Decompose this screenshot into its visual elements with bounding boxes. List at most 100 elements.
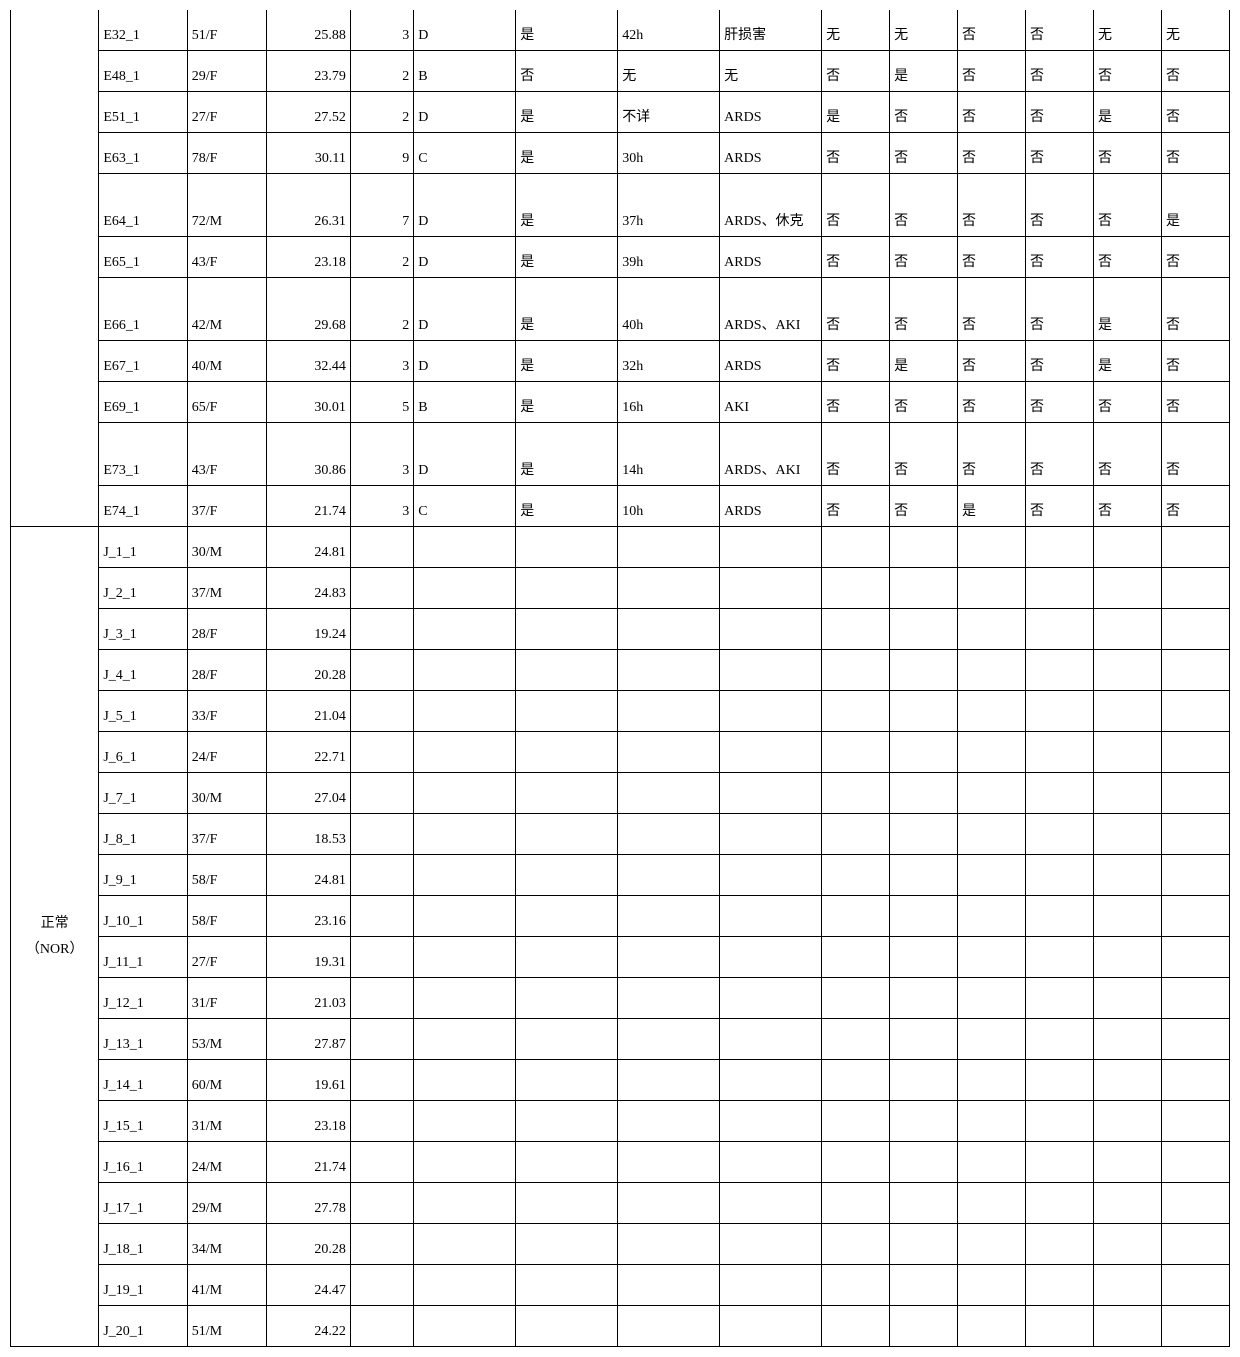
cell: 否 xyxy=(822,133,890,174)
cell xyxy=(414,978,516,1019)
cell xyxy=(720,1019,822,1060)
cell xyxy=(1161,937,1229,978)
cell xyxy=(1093,896,1161,937)
table-row: J_16_124/M21.74 xyxy=(11,1142,1230,1183)
cell: D xyxy=(414,278,516,341)
table-row: E69_165/F30.015B是16hAKI否否否否否否 xyxy=(11,382,1230,423)
cell xyxy=(1093,937,1161,978)
cell: 30/M xyxy=(187,527,266,568)
cell: 27/F xyxy=(187,937,266,978)
cell: 否 xyxy=(958,237,1026,278)
cell xyxy=(350,814,413,855)
cell: 否 xyxy=(1161,237,1229,278)
cell: 29.68 xyxy=(267,278,351,341)
cell: 是 xyxy=(516,133,618,174)
cell: 72/M xyxy=(187,174,266,237)
cell: 否 xyxy=(890,382,958,423)
cell: 24.83 xyxy=(267,568,351,609)
cell xyxy=(958,650,1026,691)
cell xyxy=(720,773,822,814)
cell: 否 xyxy=(1161,92,1229,133)
table-row: E63_178/F30.119C是30hARDS否否否否否否 xyxy=(11,133,1230,174)
cell xyxy=(516,773,618,814)
cell xyxy=(822,896,890,937)
table-row: E48_129/F23.792B否无无否是否否否否 xyxy=(11,51,1230,92)
cell: 否 xyxy=(958,92,1026,133)
cell: 10h xyxy=(618,486,720,527)
cell xyxy=(720,609,822,650)
cell xyxy=(618,1019,720,1060)
cell: D xyxy=(414,10,516,51)
cell xyxy=(516,1101,618,1142)
cell: J_8_1 xyxy=(99,814,187,855)
table-row: J_2_137/M24.83 xyxy=(11,568,1230,609)
cell xyxy=(1093,1060,1161,1101)
cell xyxy=(720,568,822,609)
cell: 否 xyxy=(890,423,958,486)
cell xyxy=(890,814,958,855)
cell: ARDS xyxy=(720,341,822,382)
cell xyxy=(1026,527,1094,568)
cell xyxy=(890,1060,958,1101)
table-row: E66_142/M29.682D是40hARDS、AKI否否否否是否 xyxy=(11,278,1230,341)
cell: 58/F xyxy=(187,855,266,896)
cell: 是 xyxy=(822,92,890,133)
cell xyxy=(1161,691,1229,732)
cell: 否 xyxy=(822,486,890,527)
cell: 9 xyxy=(350,133,413,174)
cell xyxy=(1093,1265,1161,1306)
cell: 否 xyxy=(1161,341,1229,382)
cell: 21.03 xyxy=(267,978,351,1019)
cell xyxy=(890,896,958,937)
cell xyxy=(618,527,720,568)
cell: 31/M xyxy=(187,1101,266,1142)
cell xyxy=(516,691,618,732)
data-table: E32_151/F25.883D是42h肝损害无无否否无无E48_129/F23… xyxy=(10,10,1230,1347)
cell: 否 xyxy=(822,423,890,486)
cell xyxy=(1026,1019,1094,1060)
cell: 18.53 xyxy=(267,814,351,855)
cell: 65/F xyxy=(187,382,266,423)
cell xyxy=(414,650,516,691)
cell xyxy=(822,1224,890,1265)
cell xyxy=(618,773,720,814)
cell xyxy=(1026,1142,1094,1183)
cell: 是 xyxy=(516,92,618,133)
cell xyxy=(890,937,958,978)
cell xyxy=(1093,1183,1161,1224)
cell xyxy=(822,1019,890,1060)
cell: 否 xyxy=(958,382,1026,423)
cell xyxy=(350,1183,413,1224)
cell xyxy=(414,568,516,609)
cell xyxy=(350,855,413,896)
cell xyxy=(720,937,822,978)
cell xyxy=(822,568,890,609)
table-row: J_18_134/M20.28 xyxy=(11,1224,1230,1265)
cell: J_4_1 xyxy=(99,650,187,691)
cell: E73_1 xyxy=(99,423,187,486)
cell: C xyxy=(414,133,516,174)
cell: J_13_1 xyxy=(99,1019,187,1060)
table-row: J_11_127/F19.31 xyxy=(11,937,1230,978)
table-row: J_14_160/M19.61 xyxy=(11,1060,1230,1101)
cell: 3 xyxy=(350,423,413,486)
cell: 21.74 xyxy=(267,486,351,527)
cell: J_18_1 xyxy=(99,1224,187,1265)
cell xyxy=(822,937,890,978)
cell: 是 xyxy=(516,278,618,341)
cell xyxy=(1093,1101,1161,1142)
cell xyxy=(618,650,720,691)
cell: 否 xyxy=(1026,51,1094,92)
cell: J_7_1 xyxy=(99,773,187,814)
cell xyxy=(1093,1142,1161,1183)
cell xyxy=(350,732,413,773)
cell: 27.87 xyxy=(267,1019,351,1060)
cell xyxy=(1026,978,1094,1019)
cell: J_3_1 xyxy=(99,609,187,650)
cell: 否 xyxy=(958,133,1026,174)
cell: 78/F xyxy=(187,133,266,174)
cell xyxy=(1026,937,1094,978)
cell xyxy=(350,1265,413,1306)
cell xyxy=(822,650,890,691)
cell: 24.81 xyxy=(267,527,351,568)
